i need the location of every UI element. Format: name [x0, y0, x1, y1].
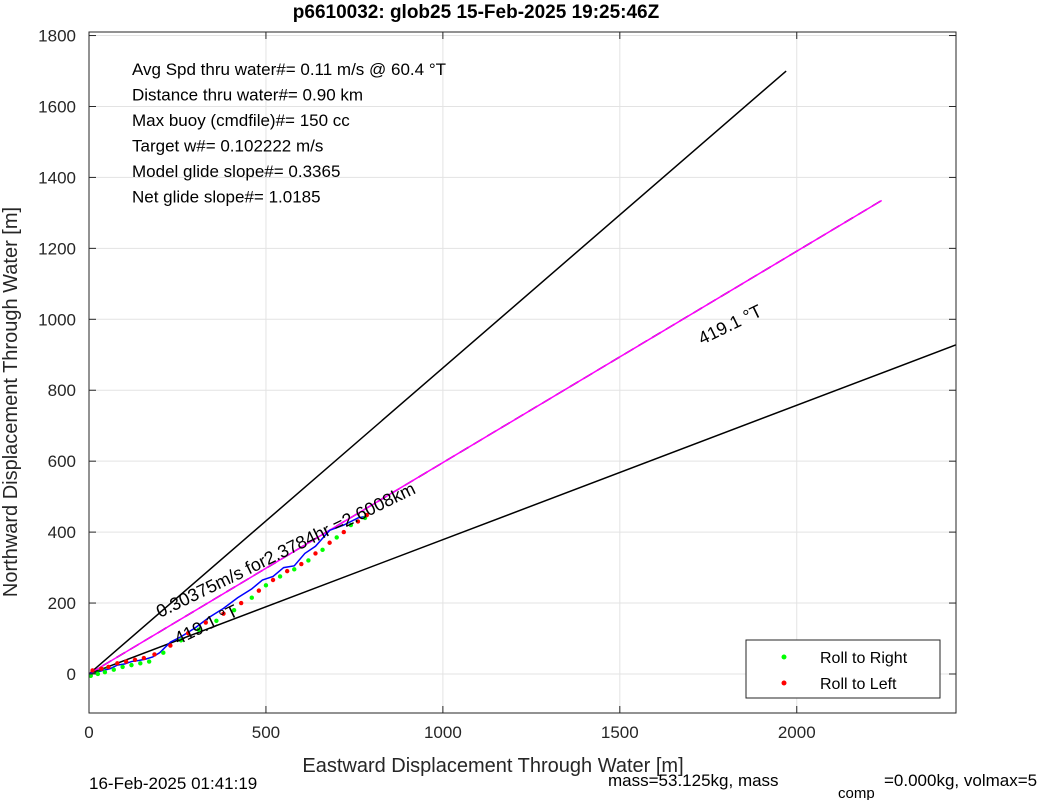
roll-left-point	[221, 611, 226, 616]
info-line: Net glide slope#= 1.0185	[132, 188, 321, 207]
y-tick-label: 1800	[38, 27, 76, 46]
y-tick-label: 1200	[38, 239, 76, 258]
roll-right-point	[138, 661, 143, 666]
roll-right-point	[95, 671, 101, 677]
roll-left-point	[185, 630, 191, 636]
x-tick-label: 500	[252, 723, 280, 742]
roll-right-point	[277, 574, 283, 579]
legend: Roll to Right Roll to Left	[745, 639, 941, 699]
x-tick-label: 1000	[424, 723, 462, 742]
info-line: Model glide slope#= 0.3365	[132, 162, 340, 181]
legend-box	[745, 639, 941, 699]
y-tick-label: 1000	[38, 310, 76, 329]
series-layer	[89, 70, 956, 678]
ticks: 0 500 1000 1500 2000 0 200 400 600 800 1000 1200 140…	[38, 27, 956, 742]
info-line: Target w#= 0.102222 m/s	[132, 137, 323, 156]
roll-right-point	[102, 670, 108, 675]
y-axis-label: Northward Displacement Through Water [m]	[0, 207, 22, 597]
roll-left-point	[313, 551, 318, 556]
plot-area	[89, 70, 956, 678]
roll-left-point	[341, 529, 346, 535]
x-tick-label: 0	[84, 723, 93, 742]
roll-left-point	[256, 588, 262, 593]
roll-right-point	[146, 659, 152, 664]
roll-right-point	[249, 595, 254, 600]
info-line: Distance thru water#= 0.90 km	[132, 86, 363, 105]
roll-right-point	[129, 662, 134, 668]
roll-left-point	[168, 643, 173, 648]
roll-right-point	[161, 650, 166, 655]
legend-label-roll-left: Roll to Left	[820, 676, 897, 693]
y-tick-label: 0	[67, 665, 76, 684]
roll-left-point	[355, 519, 361, 524]
roll-left-point	[99, 666, 104, 671]
legend-marker-roll-left	[781, 680, 787, 686]
line-cone-upper	[89, 70, 787, 675]
y-tick-label: 400	[48, 523, 76, 542]
roll-left-point	[270, 577, 276, 583]
footer-timestamp: 16-Feb-2025 01:41:19	[89, 774, 257, 793]
legend-label-roll-right: Roll to Right	[820, 650, 908, 667]
line-cone-lower	[89, 344, 956, 675]
roll-left-point	[90, 668, 95, 673]
roll-left-point	[115, 661, 120, 666]
roll-left-point	[141, 655, 147, 661]
grid	[88, 32, 956, 713]
roll-right-point	[348, 522, 354, 528]
info-block: Avg Spd thru water#= 0.11 m/s @ 60.4 °T D…	[132, 60, 446, 207]
roll-left-point	[203, 620, 208, 625]
footer-mass-subscript: comp	[838, 785, 875, 800]
roll-left-point	[238, 600, 244, 606]
y-tick-label: 1600	[38, 97, 76, 116]
axes-background	[89, 32, 956, 713]
roll-right-point	[334, 535, 339, 540]
roll-right-point	[111, 667, 116, 672]
y-tick-label: 200	[48, 594, 76, 613]
roll-left-point	[327, 540, 332, 545]
roll-right-point	[120, 664, 125, 670]
roll-left-point	[106, 664, 111, 670]
legend-marker-roll-right	[781, 654, 787, 660]
info-line: Max buoy (cmdfile)#= 150 cc	[132, 111, 350, 130]
info-line: Avg Spd thru water#= 0.11 m/s @ 60.4 °T	[132, 60, 446, 79]
track-line	[89, 515, 367, 675]
y-tick-label: 1400	[38, 168, 76, 187]
roll-left-point	[284, 568, 290, 574]
y-tick-label: 800	[48, 381, 76, 400]
roll-right-point	[196, 627, 201, 632]
x-tick-label: 2000	[778, 723, 816, 742]
x-tick-label: 1500	[601, 723, 639, 742]
axes-box	[88, 31, 957, 714]
roll-right-point	[214, 618, 219, 623]
roll-right-point	[306, 558, 311, 563]
roll-left-point	[299, 561, 304, 567]
roll-left-point	[152, 652, 157, 657]
footer-mass: mass=53.125kg, mass	[608, 771, 779, 790]
line-centerline-overlay	[89, 199, 883, 675]
roll-right-point	[89, 673, 93, 678]
roll-left-point	[132, 657, 138, 662]
roll-left-point	[123, 659, 129, 664]
roll-left-point	[364, 512, 369, 518]
y-tick-label: 600	[48, 452, 76, 471]
roll-right-point	[320, 547, 325, 553]
chart-title: p6610032: glob25 15-Feb-2025 19:25:46Z	[293, 2, 660, 23]
roll-right-point	[292, 567, 297, 572]
roll-right-point	[231, 607, 237, 613]
roll-right-point	[263, 583, 269, 588]
x-axis-label: Eastward Displacement Through Water [m]	[302, 755, 683, 777]
roll-right-point	[178, 638, 184, 643]
footer-mass-tail: =0.000kg, volmax=5	[884, 771, 1037, 790]
